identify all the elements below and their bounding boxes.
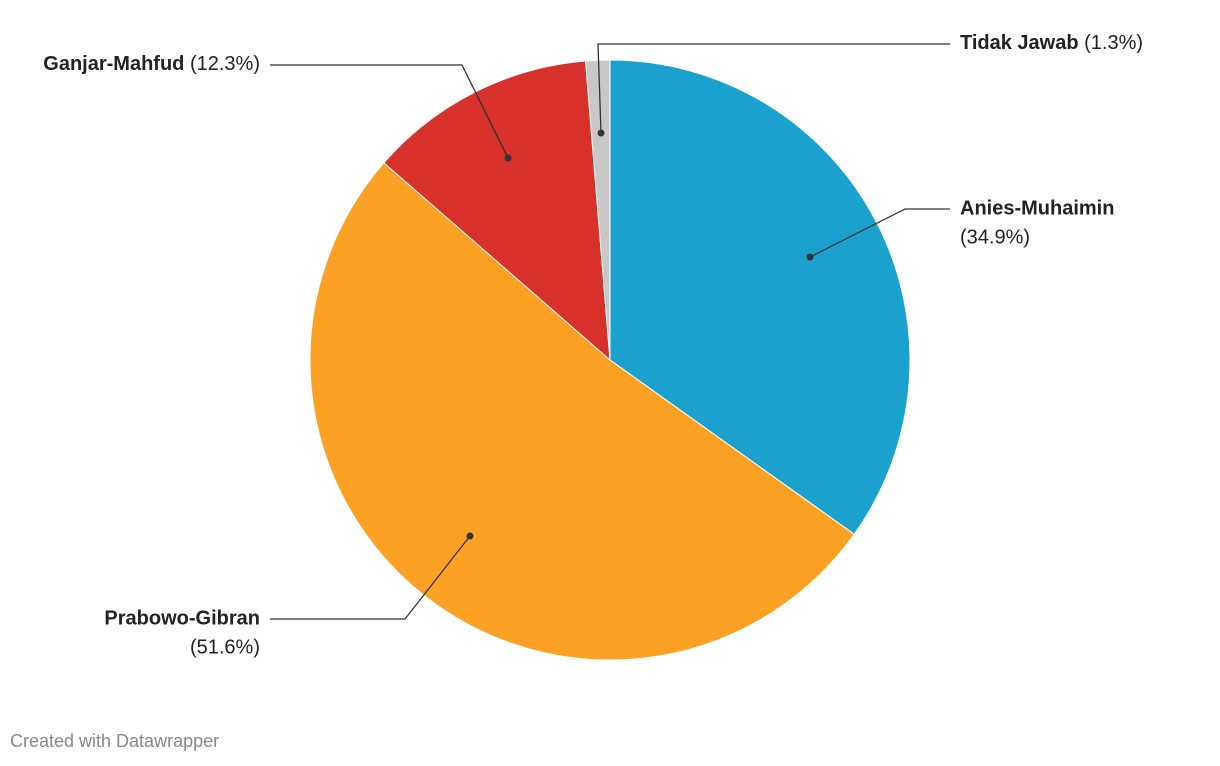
slice-label: Anies-Muhaimin [960,197,1114,219]
leader-line [270,535,471,620]
slice-value-label: (34.9%) [960,226,1030,248]
footer: Created with Datawrapper [10,731,219,751]
slice-label: Prabowo-Gibran [104,607,260,629]
leader-dot [597,129,605,137]
leader-line [809,208,950,258]
slice-value-label: (1.3%) [1084,32,1143,54]
pie-slice [585,59,611,361]
slice-value-label: (51.6%) [190,636,260,658]
leader-dot [504,154,512,162]
leader-dot [466,532,474,540]
slice-label-group: Ganjar-Mahfud (12.3%) [43,53,260,75]
slice-label-group: Tidak Jawab (1.3%) [960,32,1143,54]
slice-value-label: (12.3%) [190,53,260,75]
leader-dot [806,253,814,261]
slice-label: Tidak Jawab [960,32,1079,54]
slice-label: Ganjar-Mahfud [43,53,184,75]
leader-line [597,43,950,134]
leader-line [270,64,509,159]
